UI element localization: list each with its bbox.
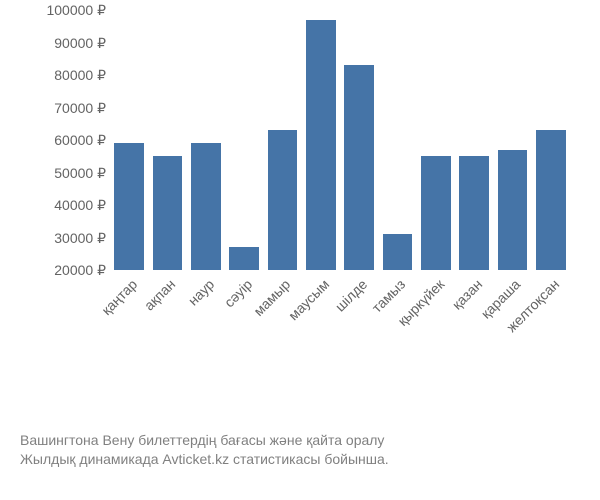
bar-slot xyxy=(302,10,340,270)
bar xyxy=(268,130,298,270)
x-label-slot: қазан xyxy=(455,272,493,422)
y-tick-label: 30000 ₽ xyxy=(20,231,106,245)
bar-slot xyxy=(455,10,493,270)
y-tick-label: 90000 ₽ xyxy=(20,36,106,50)
x-label-slot: желтоқсан xyxy=(532,272,570,422)
x-label-slot: мамыр xyxy=(263,272,301,422)
y-tick-label: 80000 ₽ xyxy=(20,68,106,82)
bar-slot xyxy=(417,10,455,270)
x-label-slot: шілде xyxy=(340,272,378,422)
price-chart: 20000 ₽ 30000 ₽ 40000 ₽ 50000 ₽ 60000 ₽ 70000… xyxy=(20,10,580,430)
bars-container xyxy=(110,10,570,270)
bar-slot xyxy=(378,10,416,270)
bar-slot xyxy=(110,10,148,270)
bar xyxy=(421,156,451,270)
bar xyxy=(153,156,183,270)
y-tick-label: 40000 ₽ xyxy=(20,198,106,212)
y-tick-label: 60000 ₽ xyxy=(20,133,106,147)
x-label-slot: маусым xyxy=(302,272,340,422)
bar xyxy=(306,20,336,270)
x-label-slot: қыркүйек xyxy=(417,272,455,422)
x-label-slot: қаңтар xyxy=(110,272,148,422)
x-label-slot: қараша xyxy=(493,272,531,422)
bar-slot xyxy=(187,10,225,270)
bar-slot xyxy=(148,10,186,270)
y-axis: 20000 ₽30000 ₽40000 ₽50000 ₽60000 ₽70000… xyxy=(20,10,108,270)
bar-slot xyxy=(532,10,570,270)
caption-line-2: Жылдық динамикада Avticket.kz статистика… xyxy=(20,450,580,470)
bar xyxy=(229,247,259,270)
y-tick-label: 50000 ₽ xyxy=(20,166,106,180)
bar xyxy=(498,150,528,270)
caption-line-1: Вашингтона Вену билеттердің бағасы және … xyxy=(20,431,580,451)
bar xyxy=(383,234,413,270)
x-label-slot: сәуір xyxy=(225,272,263,422)
y-tick-label: 20000 ₽ xyxy=(20,263,106,277)
plot-area xyxy=(110,10,570,270)
x-label-slot: ақпан xyxy=(148,272,186,422)
bar xyxy=(114,143,144,270)
chart-caption: Вашингтона Вену билеттердің бағасы және … xyxy=(20,431,580,470)
bar xyxy=(536,130,566,270)
x-tick-label: сәуір xyxy=(221,276,255,310)
bar-slot xyxy=(263,10,301,270)
y-tick-label: 100000 ₽ xyxy=(20,3,106,17)
x-axis: қаңтарақпаннаурсәуірмамырмаусымшілдетамы… xyxy=(110,272,570,422)
bar xyxy=(459,156,489,270)
bar-slot xyxy=(493,10,531,270)
bar-slot xyxy=(340,10,378,270)
x-tick-label: наур xyxy=(185,276,218,309)
bar-slot xyxy=(225,10,263,270)
x-tick-label: қаңтар xyxy=(98,276,140,318)
x-label-slot: наур xyxy=(187,272,225,422)
y-tick-label: 70000 ₽ xyxy=(20,101,106,115)
x-label-slot: тамыз xyxy=(378,272,416,422)
bar xyxy=(344,65,374,270)
x-labels: қаңтарақпаннаурсәуірмамырмаусымшілдетамы… xyxy=(110,272,570,422)
bar xyxy=(191,143,221,270)
